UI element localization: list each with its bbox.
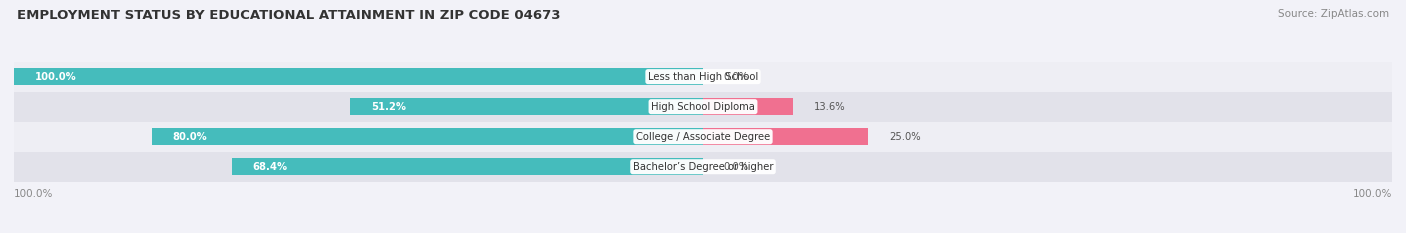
Bar [703, 98, 793, 115]
Text: 100.0%: 100.0% [1353, 189, 1392, 199]
Bar [14, 152, 1406, 182]
Text: College / Associate Degree: College / Associate Degree [636, 132, 770, 142]
Text: 100.0%: 100.0% [35, 72, 76, 82]
Text: Bachelor’s Degree or higher: Bachelor’s Degree or higher [633, 162, 773, 172]
Bar [14, 92, 1406, 122]
Text: 0.0%: 0.0% [724, 162, 749, 172]
Text: Less than High School: Less than High School [648, 72, 758, 82]
Text: 0.0%: 0.0% [724, 72, 749, 82]
Text: 51.2%: 51.2% [371, 102, 406, 112]
Bar [14, 62, 1406, 92]
Text: 25.0%: 25.0% [889, 132, 921, 142]
Bar [14, 68, 703, 85]
Text: 68.4%: 68.4% [253, 162, 288, 172]
Text: Source: ZipAtlas.com: Source: ZipAtlas.com [1278, 9, 1389, 19]
Bar [350, 98, 703, 115]
Text: 13.6%: 13.6% [814, 102, 845, 112]
Bar [232, 158, 703, 175]
Text: High School Diploma: High School Diploma [651, 102, 755, 112]
Bar [152, 128, 703, 145]
Text: 80.0%: 80.0% [173, 132, 207, 142]
Bar [703, 128, 869, 145]
Bar [14, 122, 1406, 152]
Text: EMPLOYMENT STATUS BY EDUCATIONAL ATTAINMENT IN ZIP CODE 04673: EMPLOYMENT STATUS BY EDUCATIONAL ATTAINM… [17, 9, 561, 22]
Text: 100.0%: 100.0% [14, 189, 53, 199]
